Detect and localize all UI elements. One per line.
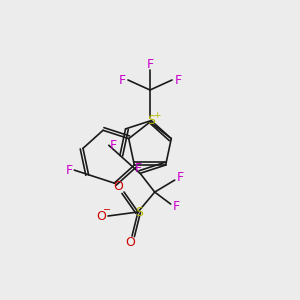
Text: −: −	[103, 205, 111, 215]
Text: F: F	[177, 171, 184, 184]
Text: O: O	[125, 236, 135, 250]
Text: F: F	[174, 74, 182, 86]
Text: O: O	[113, 181, 123, 194]
Text: +: +	[153, 112, 161, 121]
Text: O: O	[96, 209, 106, 223]
Text: S: S	[135, 206, 143, 220]
Text: F: F	[118, 74, 126, 86]
Text: F: F	[173, 200, 180, 213]
Text: S: S	[147, 115, 155, 128]
Text: F: F	[146, 58, 154, 71]
Text: F: F	[66, 164, 73, 177]
Text: F: F	[135, 162, 142, 175]
Text: F: F	[110, 139, 117, 152]
